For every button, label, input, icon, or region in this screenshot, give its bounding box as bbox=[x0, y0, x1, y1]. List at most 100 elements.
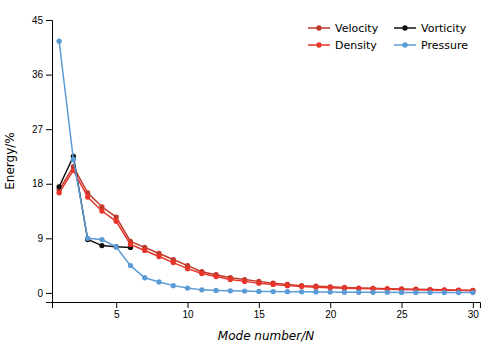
legend-item: Density bbox=[308, 39, 377, 52]
series bbox=[56, 154, 133, 250]
point bbox=[171, 283, 176, 288]
point bbox=[270, 282, 275, 287]
point bbox=[456, 290, 461, 295]
point bbox=[285, 283, 290, 288]
point bbox=[228, 277, 233, 282]
point bbox=[56, 39, 61, 44]
point bbox=[427, 290, 432, 295]
x-tick-mark bbox=[259, 302, 260, 308]
y-tick-mark bbox=[46, 293, 52, 294]
legend-item: Velocity bbox=[308, 22, 379, 35]
point bbox=[142, 248, 147, 253]
point bbox=[299, 289, 304, 294]
y-tick: 0 bbox=[37, 288, 52, 299]
point bbox=[313, 284, 318, 289]
legend: Velocity Vorticity Density Pressure bbox=[308, 22, 468, 52]
point bbox=[256, 289, 261, 294]
point bbox=[171, 260, 176, 265]
legend-marker bbox=[402, 42, 407, 47]
y-tick-mark bbox=[46, 129, 52, 130]
legend-label: Vorticity bbox=[421, 22, 467, 35]
legend-label: Density bbox=[335, 39, 377, 52]
point bbox=[85, 236, 90, 241]
point bbox=[142, 275, 147, 280]
x-tick-mark bbox=[473, 302, 474, 308]
x-tick-label: 15 bbox=[254, 309, 266, 320]
point bbox=[356, 290, 361, 295]
x-tick: 20 bbox=[325, 302, 337, 320]
legend-item: Pressure bbox=[394, 39, 468, 52]
point bbox=[385, 290, 390, 295]
x-axis-line bbox=[53, 303, 481, 309]
y-tick: 36 bbox=[32, 69, 52, 80]
y-axis: 0 9 18 27 36 45 bbox=[32, 15, 53, 303]
y-axis-title: Energy/% bbox=[3, 132, 17, 189]
plot: 5 10 15 20 25 30 0 9 18 27 36 45 Velocity Vorticity De… bbox=[32, 15, 481, 320]
y-tick-mark bbox=[46, 238, 52, 239]
y-axis-line bbox=[46, 21, 53, 303]
y-tick-label: 36 bbox=[32, 69, 44, 80]
point bbox=[242, 288, 247, 293]
x-tick-label: 25 bbox=[396, 309, 408, 320]
y-tick-label: 18 bbox=[32, 178, 44, 189]
x-tick-mark bbox=[188, 302, 189, 308]
point bbox=[470, 290, 475, 295]
y-tick-label: 27 bbox=[32, 124, 44, 135]
point bbox=[328, 284, 333, 289]
point bbox=[156, 254, 161, 259]
point bbox=[99, 208, 104, 213]
series bbox=[56, 39, 475, 296]
point bbox=[71, 157, 76, 162]
point bbox=[270, 289, 275, 294]
x-tick-mark bbox=[116, 302, 117, 308]
point bbox=[442, 290, 447, 295]
point bbox=[114, 244, 119, 249]
series bbox=[56, 164, 475, 293]
x-tick: 15 bbox=[254, 302, 266, 320]
y-tick-mark bbox=[46, 75, 52, 76]
point bbox=[413, 290, 418, 295]
point bbox=[156, 279, 161, 284]
point bbox=[228, 288, 233, 293]
y-tick: 9 bbox=[37, 233, 52, 244]
point bbox=[213, 288, 218, 293]
x-tick-label: 5 bbox=[114, 309, 120, 320]
point bbox=[299, 283, 304, 288]
line bbox=[59, 167, 473, 291]
line bbox=[59, 156, 130, 247]
point bbox=[114, 219, 119, 224]
point bbox=[342, 285, 347, 290]
y-tick: 18 bbox=[32, 178, 52, 189]
point bbox=[99, 243, 104, 248]
y-tick-label: 0 bbox=[37, 288, 43, 299]
point bbox=[114, 244, 119, 249]
point bbox=[313, 284, 318, 289]
x-tick: 5 bbox=[114, 302, 120, 320]
x-axis: 5 10 15 20 25 30 bbox=[53, 302, 481, 320]
point bbox=[185, 266, 190, 271]
y-tick: 45 bbox=[32, 15, 52, 26]
x-tick: 10 bbox=[182, 302, 194, 320]
y-tick-mark bbox=[46, 184, 52, 185]
y-tick-label: 45 bbox=[32, 15, 44, 26]
x-tick: 30 bbox=[468, 302, 480, 320]
line bbox=[59, 170, 473, 290]
legend-marker bbox=[402, 25, 407, 30]
x-tick-mark bbox=[330, 302, 331, 308]
point bbox=[56, 190, 61, 195]
y-tick-mark bbox=[46, 20, 52, 21]
point bbox=[299, 284, 304, 289]
point bbox=[85, 194, 90, 199]
x-axis-title: Mode number/N bbox=[218, 329, 314, 343]
point bbox=[342, 290, 347, 295]
legend-label: Velocity bbox=[335, 22, 379, 35]
chart: 5 10 15 20 25 30 0 9 18 27 36 45 Velocity Vorticity De… bbox=[0, 0, 500, 348]
point bbox=[128, 263, 133, 268]
x-tick-label: 10 bbox=[182, 309, 194, 320]
line bbox=[59, 41, 473, 292]
point bbox=[399, 290, 404, 295]
point bbox=[256, 281, 261, 286]
point bbox=[328, 289, 333, 294]
point bbox=[213, 274, 218, 279]
y-tick-label: 9 bbox=[37, 233, 43, 244]
